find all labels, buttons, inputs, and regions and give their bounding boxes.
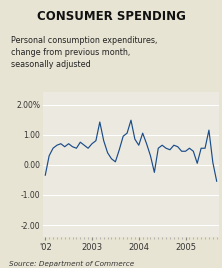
Text: CONSUMER SPENDING: CONSUMER SPENDING [37,10,185,23]
Text: Personal consumption expenditures,
change from previous month,
seasonally adjust: Personal consumption expenditures, chang… [11,36,157,69]
Text: Source: Department of Commerce: Source: Department of Commerce [9,260,134,267]
